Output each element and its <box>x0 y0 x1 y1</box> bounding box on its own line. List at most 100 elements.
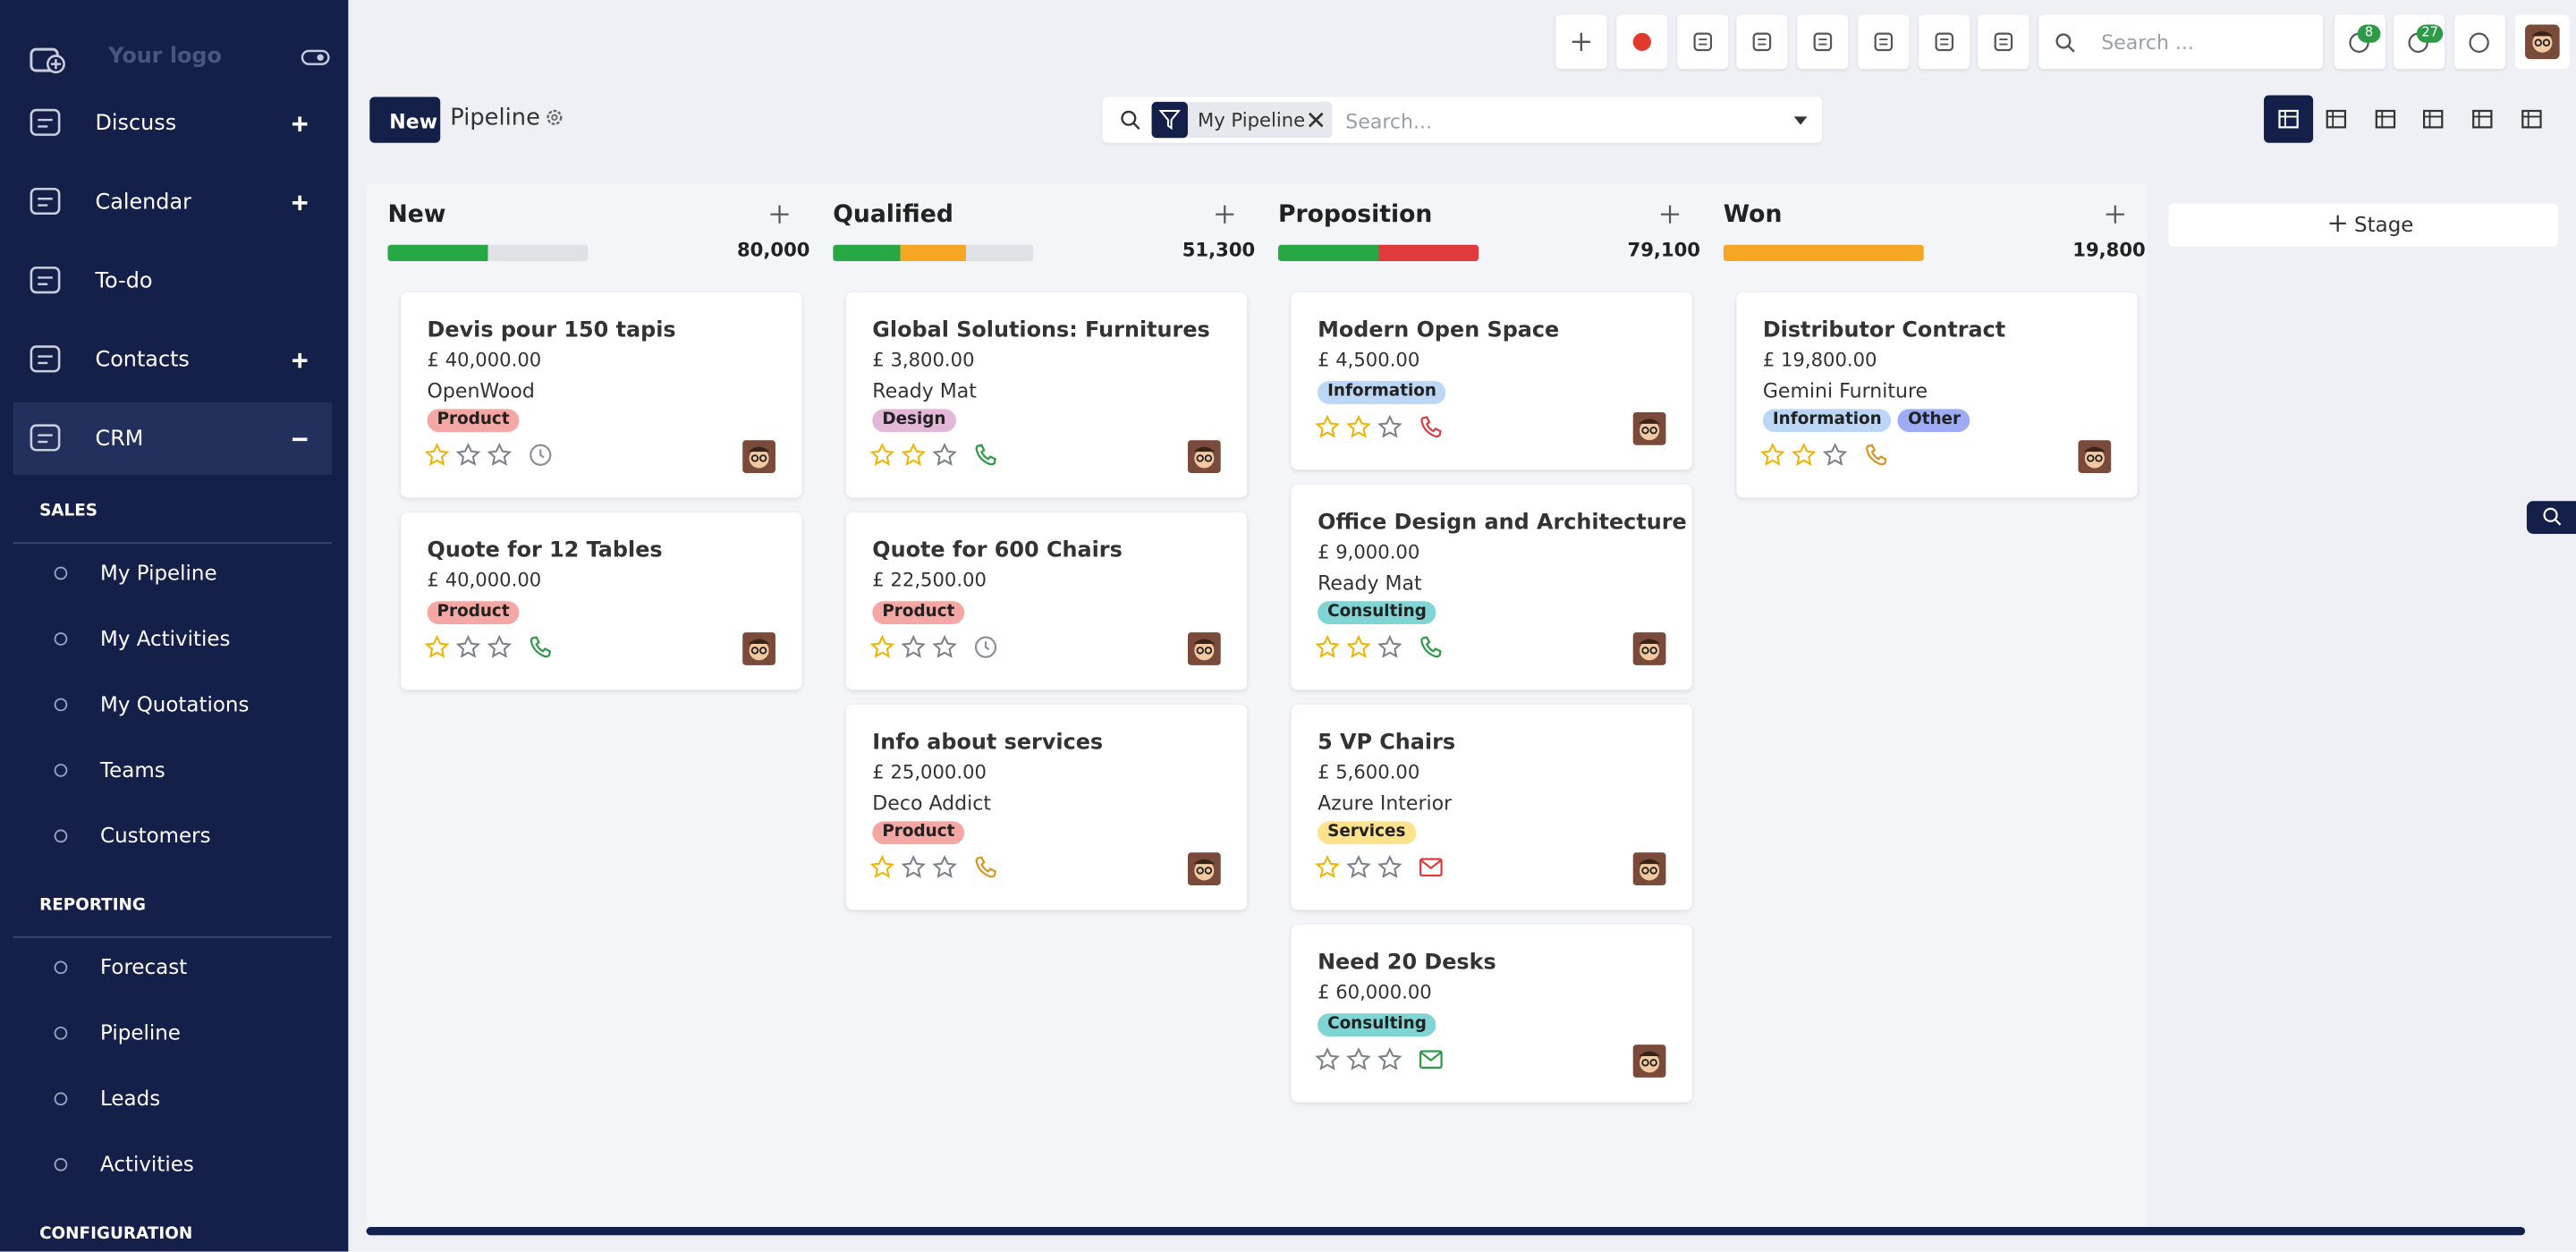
toggle-icon <box>301 49 330 65</box>
card[interactable]: Info about services £ 25,000.00 Deco Addic… <box>845 704 1248 910</box>
menu-item[interactable]: CRM <box>13 402 333 475</box>
menu-item[interactable]: Discuss <box>13 87 332 159</box>
tag: Consulting <box>1318 1013 1436 1036</box>
stars[interactable] <box>869 634 969 661</box>
logo: Your logo <box>108 44 222 70</box>
submenu-item[interactable]: Leads <box>13 1070 332 1129</box>
stars[interactable] <box>1315 855 1414 881</box>
submenu-item[interactable]: Customers <box>13 807 332 866</box>
stars[interactable] <box>869 855 969 881</box>
stars[interactable] <box>424 443 524 469</box>
progress-segment <box>1378 244 1479 262</box>
tool-icon <box>1874 32 1894 52</box>
activity-icon <box>975 444 996 466</box>
submenu-item[interactable]: My Pipeline <box>13 544 332 603</box>
menu-item[interactable]: Calendar <box>13 166 332 239</box>
tag: Product <box>427 409 520 433</box>
star <box>1792 443 1817 466</box>
card-title: Info about services <box>872 731 1104 756</box>
section-title: CONFIGURATION <box>39 1225 193 1244</box>
view-icon <box>2375 109 2396 129</box>
new-button[interactable]: New <box>369 97 441 143</box>
card-amount: £ 4,500.00 <box>1318 348 1420 372</box>
activity-icon <box>1420 636 1442 658</box>
star <box>1760 443 1785 466</box>
tag: Information <box>1762 409 1892 433</box>
menu-icon <box>30 187 61 216</box>
card[interactable]: Distributor Contract £ 19,800.00 Gemini Fu… <box>1736 292 2138 498</box>
menu-toggle <box>292 352 308 368</box>
submenu-item[interactable]: My Activities <box>13 609 332 668</box>
card[interactable]: Devis pour 150 tapis £ 40,000.00 OpenWood P… <box>401 292 802 498</box>
card-avatar <box>1187 852 1221 886</box>
toolbar-button[interactable] <box>1797 14 1849 70</box>
card[interactable]: Global Solutions: Furnitures £ 3,800.00 Re… <box>845 292 1248 498</box>
view-switch[interactable] <box>2458 96 2507 143</box>
toolbar-button[interactable] <box>1616 14 1668 70</box>
side-tab[interactable] <box>2526 501 2576 534</box>
search-bar[interactable]: My Pipeline Search... <box>1102 97 1822 143</box>
card-title: Modern Open Space <box>1318 318 1560 343</box>
progress-segment <box>1723 244 1924 262</box>
menu-toggle <box>292 116 308 131</box>
card-partner: Gemini Furniture <box>1762 379 1928 403</box>
column-total: 79,100 <box>1627 238 1701 262</box>
plus-icon <box>1572 32 1590 51</box>
progress-segment <box>387 244 488 262</box>
toolbar-button[interactable] <box>1555 14 1607 70</box>
submenu-item[interactable]: Pipeline <box>13 1003 332 1062</box>
card[interactable]: Office Design and Architecture £ 9,000.00… <box>1291 484 1692 690</box>
bullet <box>54 1026 68 1040</box>
top-search[interactable]: Search ... <box>2038 14 2324 70</box>
stars[interactable] <box>1315 1046 1414 1073</box>
add-stage[interactable]: Stage <box>2168 203 2558 247</box>
progress-bar <box>833 244 1034 262</box>
stars[interactable] <box>1315 634 1414 661</box>
submenu-item[interactable]: My Quotations <box>13 675 332 734</box>
stars[interactable] <box>1315 414 1414 441</box>
view-switch[interactable] <box>2409 96 2458 143</box>
star <box>1377 855 1402 878</box>
progress-bar <box>387 244 589 262</box>
card[interactable]: Modern Open Space £ 4,500.00 Information <box>1291 292 1692 470</box>
tag: Product <box>872 821 965 845</box>
view-switch[interactable] <box>2311 96 2360 143</box>
column-add <box>1216 205 1234 224</box>
menu-item[interactable]: To-do <box>13 245 332 317</box>
card[interactable]: 5 VP Chairs £ 5,600.00 Azure Interior Servi… <box>1291 704 1692 910</box>
card[interactable]: Quote for 12 Tables £ 40,000.00 Product <box>401 512 802 690</box>
user-avatar[interactable] <box>2515 14 2570 70</box>
submenu-item[interactable]: Forecast <box>13 938 332 997</box>
toolbar-button[interactable] <box>1858 14 1910 70</box>
progress-segment <box>1277 244 1379 262</box>
facet[interactable]: My Pipeline <box>1151 101 1333 139</box>
tag: Product <box>872 601 965 624</box>
bullet <box>54 764 68 777</box>
column-add <box>2106 205 2124 224</box>
toolbar-button[interactable]: 8 <box>2334 14 2385 70</box>
toolbar-button[interactable] <box>1677 14 1729 70</box>
stars[interactable] <box>869 443 969 469</box>
progress-segment <box>833 244 900 262</box>
submenu-item[interactable]: Teams <box>13 740 332 799</box>
card[interactable]: Quote for 600 Chairs £ 22,500.00 Product <box>845 512 1248 690</box>
card-amount: £ 19,800.00 <box>1762 348 1877 372</box>
toolbar-button[interactable] <box>1919 14 1970 70</box>
stars[interactable] <box>1760 443 1860 469</box>
stars[interactable] <box>424 634 524 661</box>
search-icon <box>1121 110 1140 131</box>
card-amount: £ 22,500.00 <box>872 568 987 592</box>
facet-icon-box <box>1151 101 1188 139</box>
toolbar-button[interactable] <box>2454 14 2506 70</box>
card[interactable]: Need 20 Desks £ 60,000.00 Consulting <box>1291 925 1692 1103</box>
view-switch[interactable] <box>2507 96 2556 143</box>
view-switch[interactable] <box>2264 95 2314 143</box>
submenu-item[interactable]: Activities <box>13 1135 332 1194</box>
view-switch[interactable] <box>2360 96 2410 143</box>
star <box>932 634 957 658</box>
star <box>932 443 957 466</box>
menu-item[interactable]: Contacts <box>13 324 332 396</box>
toolbar-button[interactable] <box>1736 14 1788 70</box>
toolbar-button[interactable]: 27 <box>2394 14 2445 70</box>
toolbar-button[interactable] <box>1978 14 2029 70</box>
